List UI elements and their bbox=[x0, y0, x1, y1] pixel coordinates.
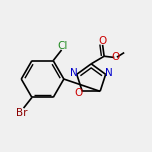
Text: O: O bbox=[111, 52, 120, 62]
Text: O: O bbox=[75, 88, 83, 98]
Text: Cl: Cl bbox=[57, 41, 67, 51]
Text: Br: Br bbox=[16, 108, 27, 118]
Text: N: N bbox=[105, 68, 113, 78]
Text: N: N bbox=[69, 68, 77, 78]
Text: O: O bbox=[98, 36, 107, 46]
